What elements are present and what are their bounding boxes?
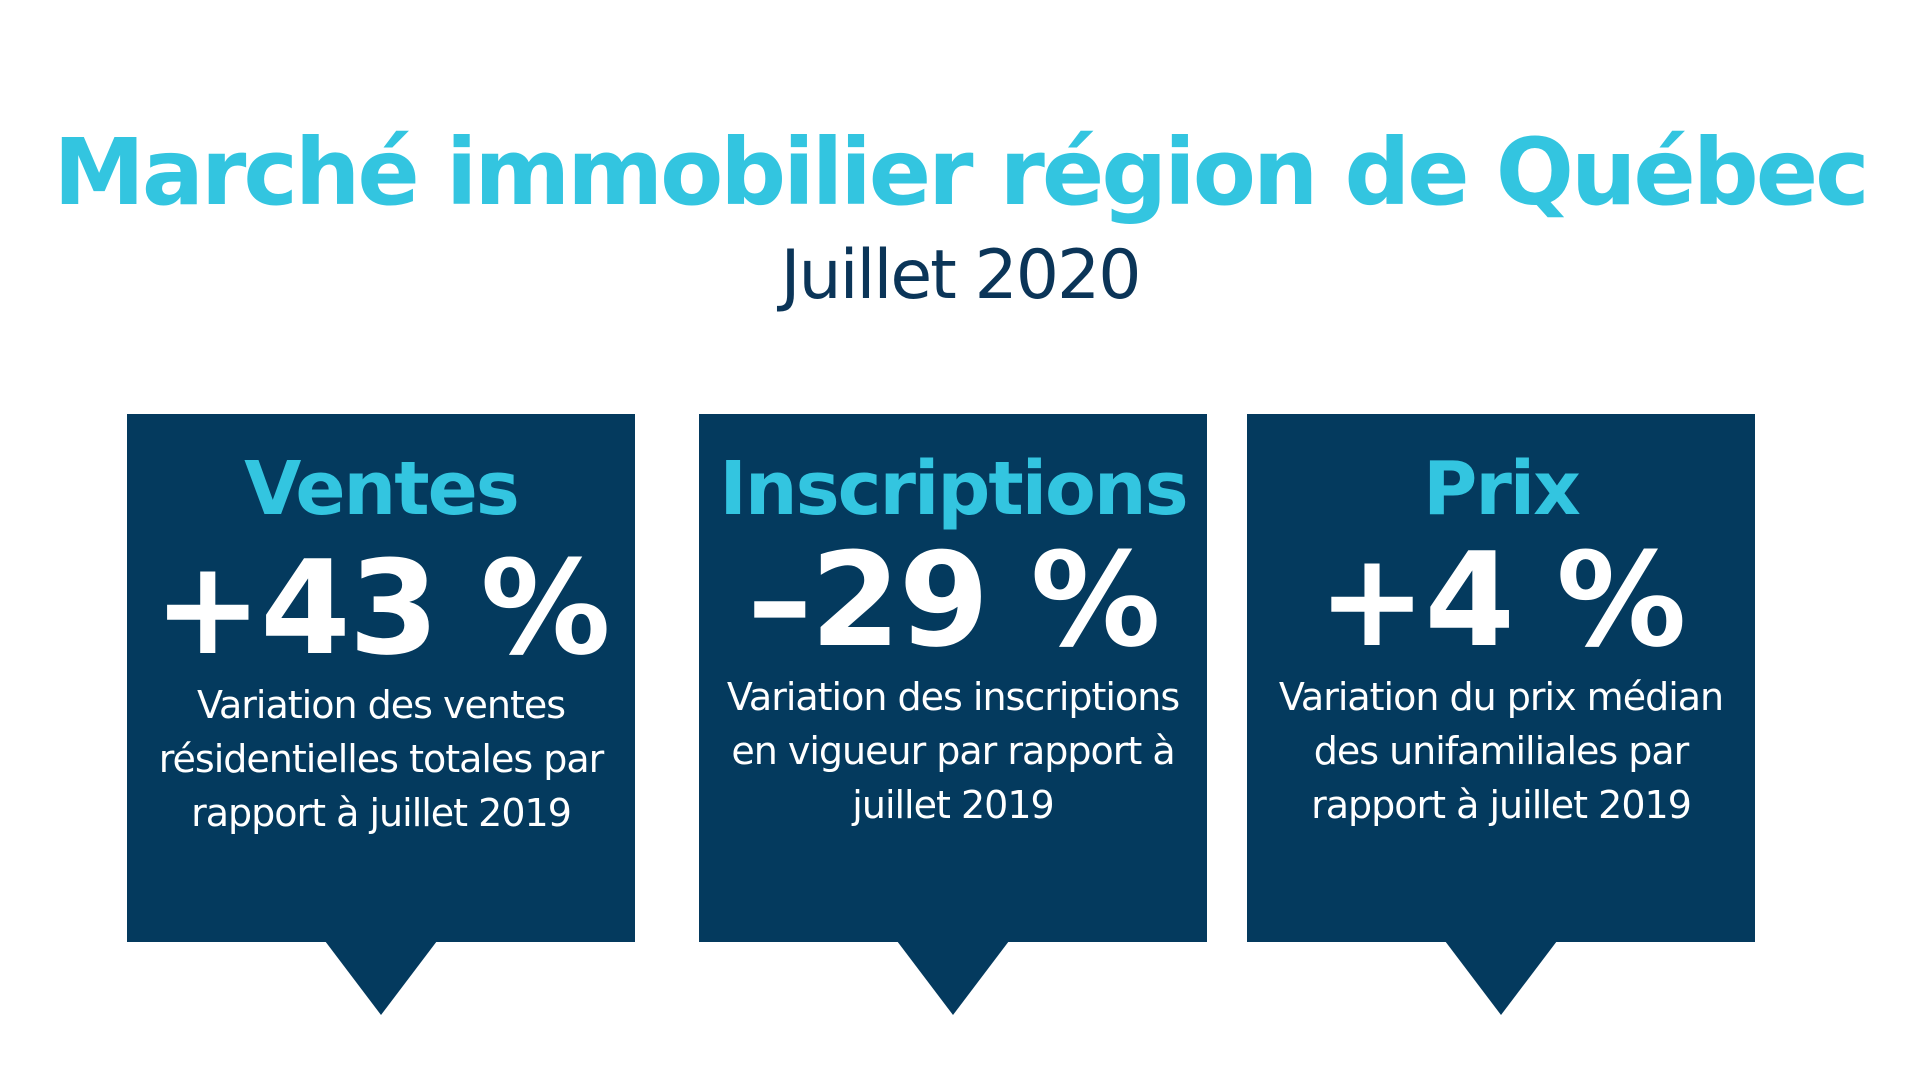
callout-pointer <box>1445 941 1557 1015</box>
card-description: Variation des ventes résidentielles tota… <box>158 683 605 835</box>
card-ventes: Ventes +43 % Variation des ventes réside… <box>127 414 635 1015</box>
card-value: –29 % <box>747 524 1160 676</box>
card-background <box>1247 414 1755 942</box>
card-heading: Inscriptions <box>719 446 1188 532</box>
card-heading: Prix <box>1423 446 1581 532</box>
card-inscriptions: Inscriptions –29 % Variation des inscrip… <box>699 414 1207 1015</box>
card-prix: Prix +4 % Variation du prix médian des u… <box>1247 414 1755 1015</box>
callout-pointer <box>897 941 1009 1015</box>
card-heading: Ventes <box>244 446 520 532</box>
card-description: Variation des inscriptions en vigueur pa… <box>726 675 1180 827</box>
page-title: Marché immobilier région de Québec <box>53 119 1869 226</box>
card-background <box>127 414 635 942</box>
callout-pointer <box>325 941 437 1015</box>
card-value: +4 % <box>1317 524 1687 676</box>
card-background <box>699 414 1207 942</box>
card-description: Variation du prix médian des unifamilial… <box>1278 675 1724 827</box>
card-value: +43 % <box>153 532 610 684</box>
page-subtitle: Juillet 2020 <box>780 236 1142 315</box>
